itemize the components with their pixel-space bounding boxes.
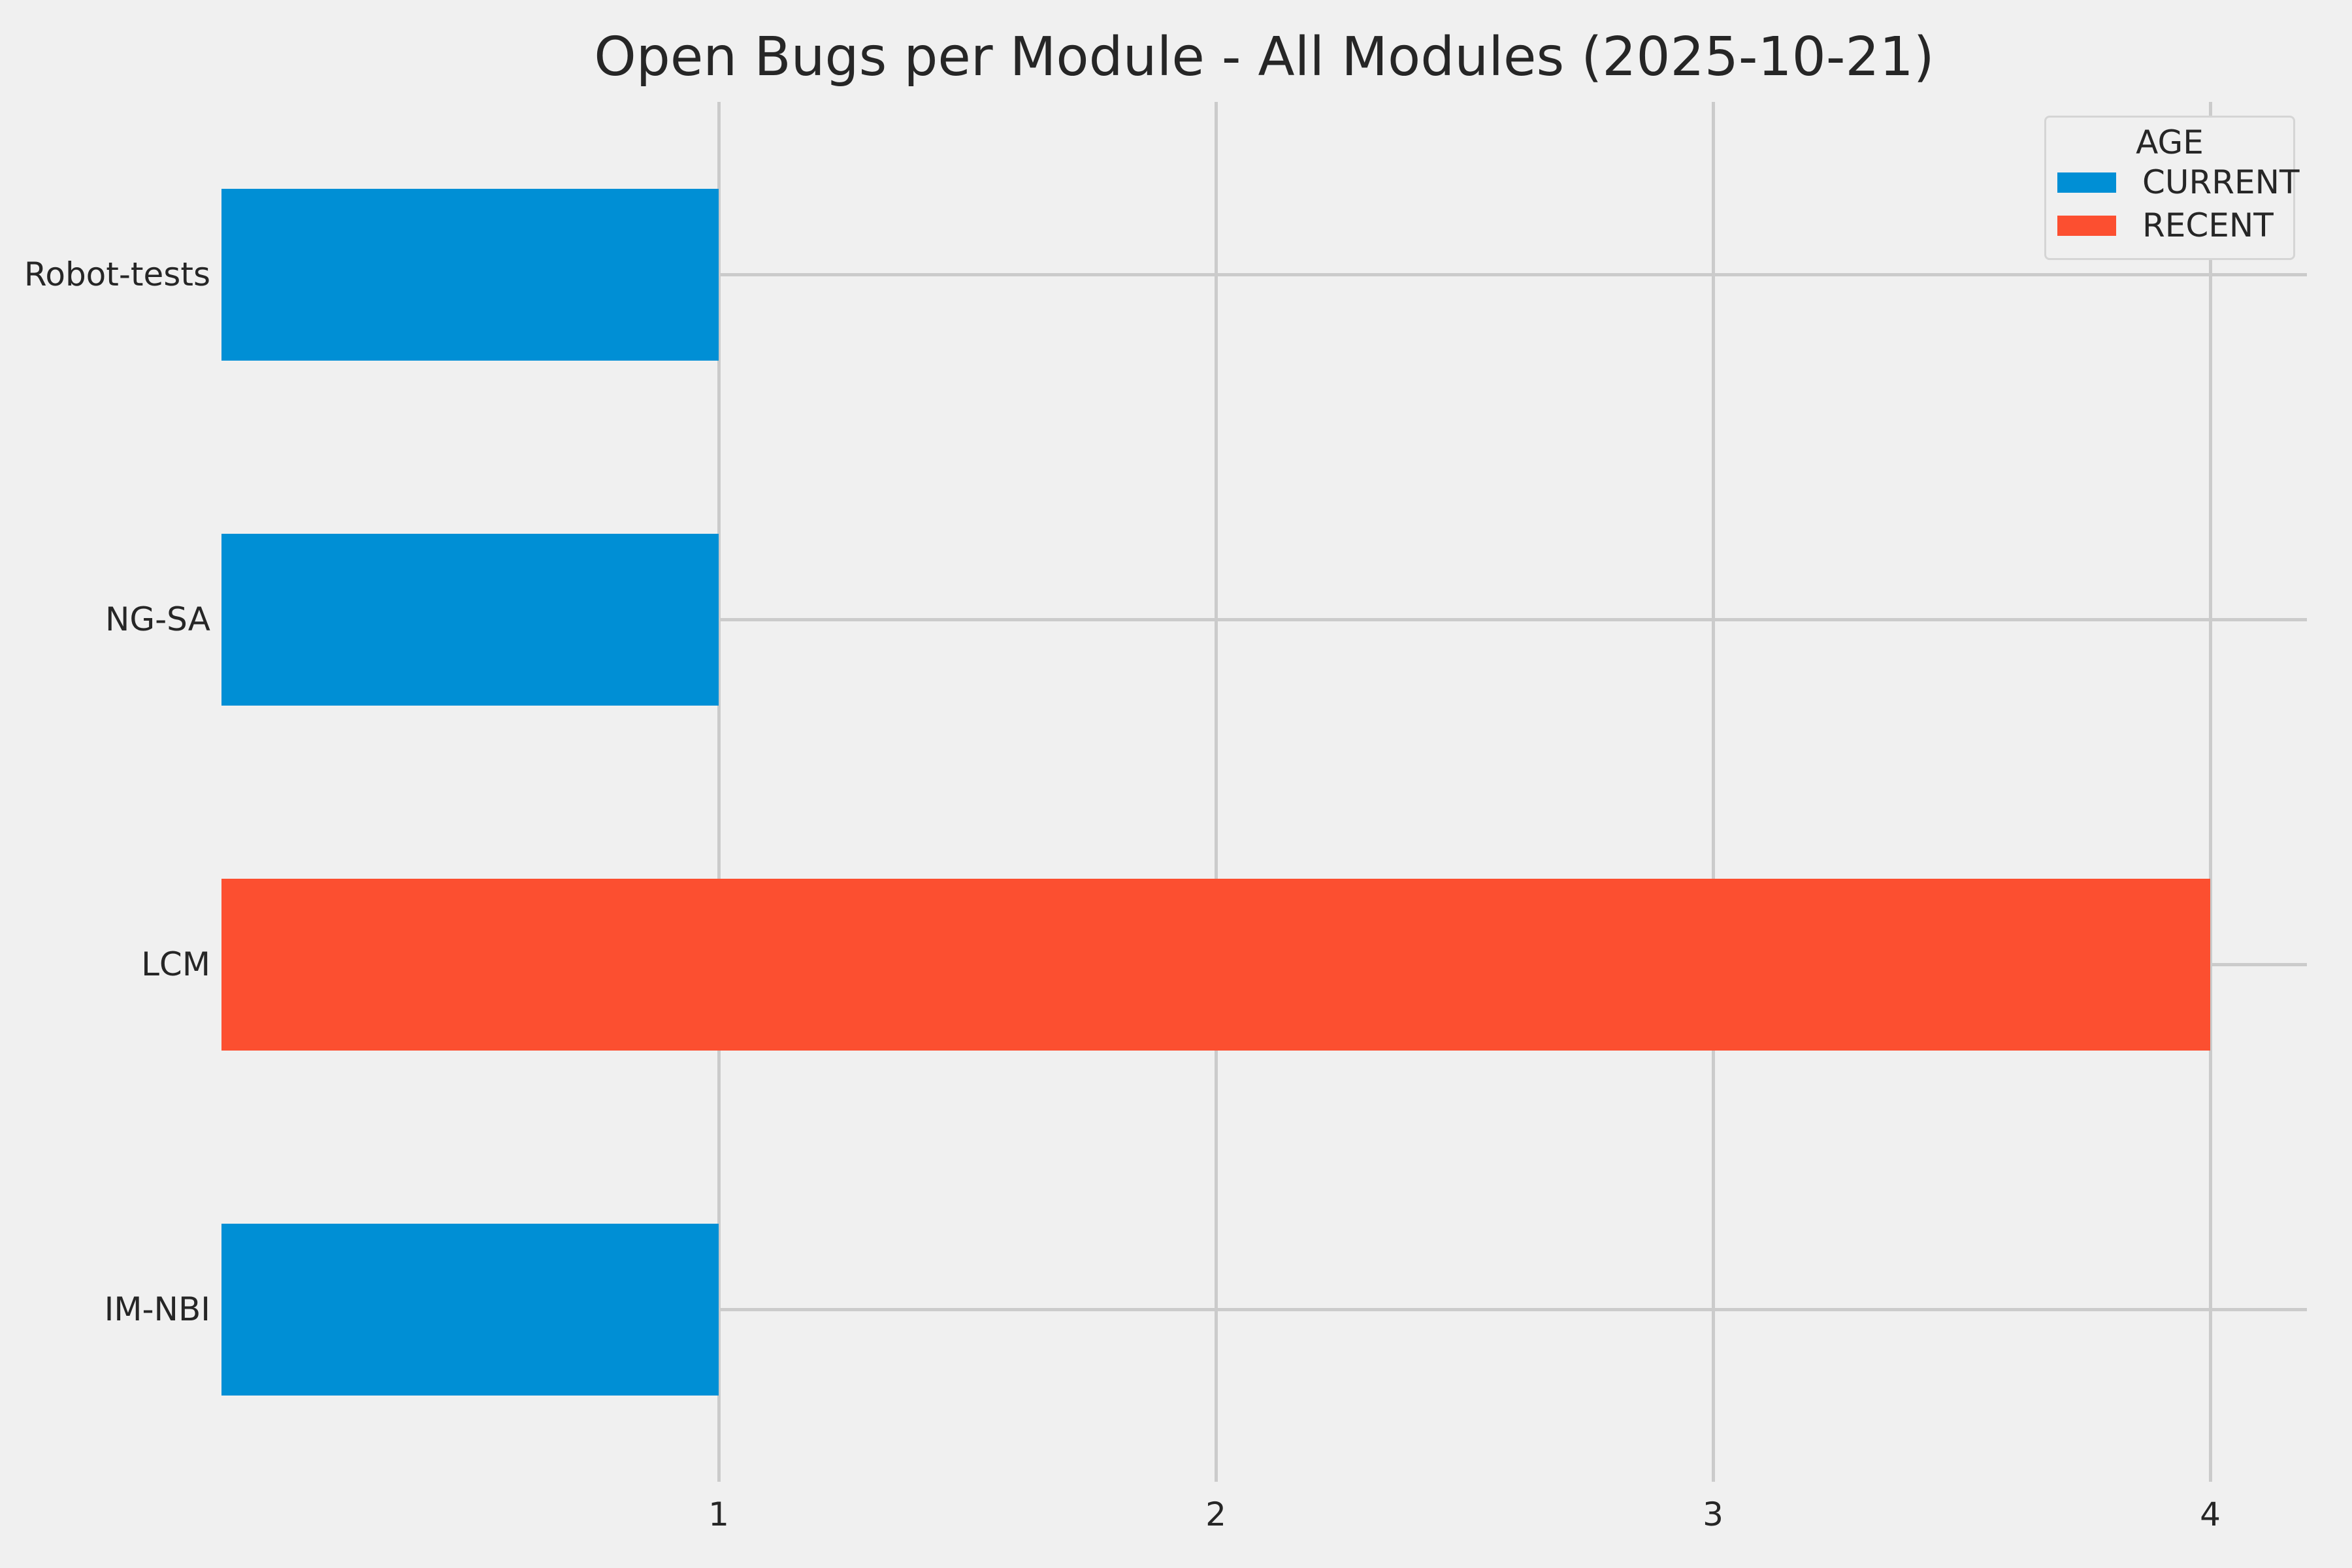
bar-lcm: [221, 878, 2210, 1051]
legend-entry: CURRENT: [2046, 161, 2300, 204]
legend-swatch-recent: [2057, 215, 2116, 236]
legend-title: AGE: [2136, 123, 2204, 161]
gridline-horizontal: [221, 617, 2307, 621]
x-tick-label: 3: [1703, 1495, 1723, 1533]
gridline-vertical: [1214, 102, 1218, 1482]
gridline-horizontal: [221, 1307, 2307, 1311]
gridline-vertical: [1711, 102, 1715, 1482]
y-tick-label: Robot-tests: [24, 255, 210, 293]
y-tick-label: LCM: [141, 945, 210, 983]
legend-entry: RECENT: [2046, 204, 2293, 247]
legend-entry-label: RECENT: [2142, 206, 2274, 244]
bar-robot-tests: [221, 188, 719, 361]
bar-ng-sa: [221, 533, 719, 706]
bar-im-nbi: [221, 1223, 719, 1396]
x-tick-label: 1: [708, 1495, 729, 1533]
legend: AGE CURRENT RECENT: [2044, 116, 2300, 260]
plot-area: Robot-tests NG-SA LCM IM-NBI 1 2 3 4: [24, 102, 2307, 1533]
x-tick-label: 4: [2200, 1495, 2221, 1533]
x-tick-label: 2: [1205, 1495, 1226, 1533]
gridline-vertical: [717, 102, 721, 1482]
legend-entry-label: CURRENT: [2142, 163, 2300, 201]
legend-rows: CURRENT RECENT: [2046, 161, 2300, 247]
chart-title: Open Bugs per Module - All Modules (2025…: [594, 26, 1935, 88]
gridline-horizontal: [221, 272, 2307, 276]
y-tick-label: NG-SA: [105, 600, 210, 638]
gridline-vertical: [2208, 102, 2212, 1482]
y-tick-label: IM-NBI: [104, 1290, 210, 1328]
legend-swatch-current: [2057, 172, 2116, 193]
